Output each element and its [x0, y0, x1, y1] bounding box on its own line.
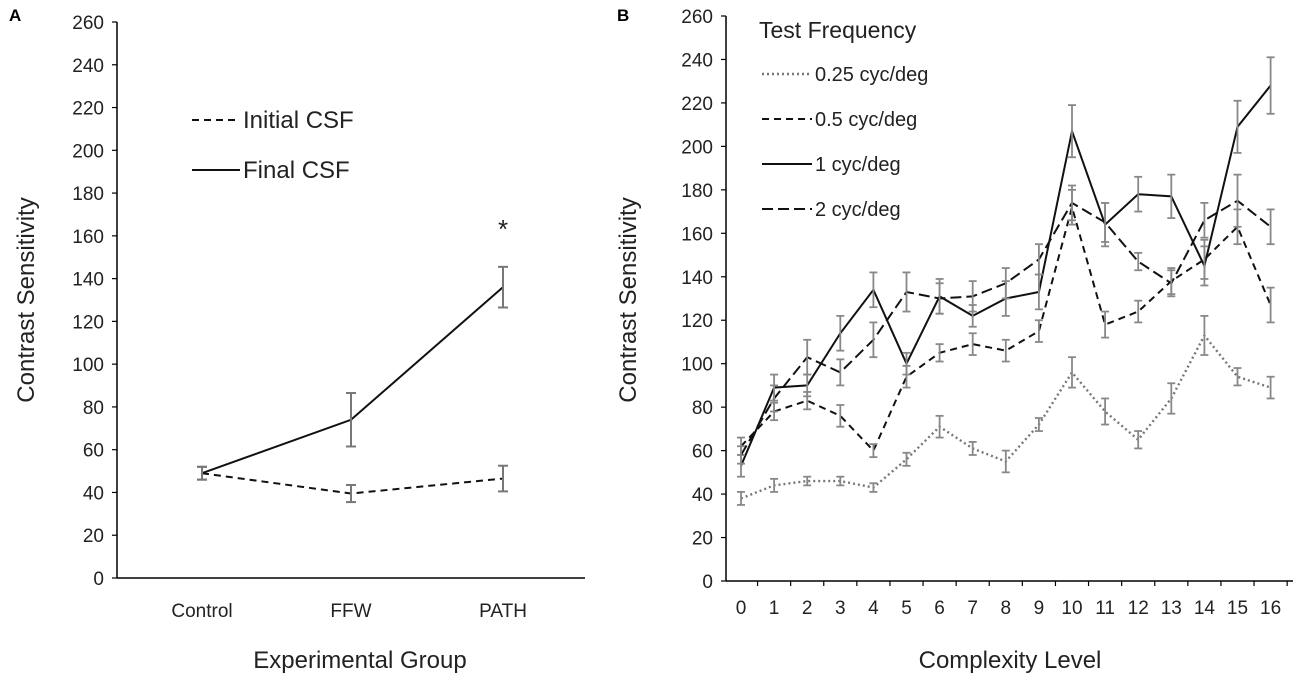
panel-b-x-tick-label: 10 — [1061, 598, 1082, 619]
legend-label: 0.25 cyc/deg — [815, 64, 928, 86]
series-line — [201, 286, 504, 475]
legend-title: Test Frequency — [759, 17, 917, 43]
panel-a-y-tick-label: 200 — [72, 141, 104, 162]
panel-b-y-tick-label: 140 — [681, 268, 713, 289]
panel-b-label: B — [617, 6, 629, 25]
panel-b-y-tick-label: 200 — [681, 137, 713, 158]
panel-b-y-tick-label: 20 — [692, 529, 713, 550]
panel-b-x-tick-label: 9 — [1034, 598, 1045, 619]
legend-label: Initial CSF — [243, 107, 354, 134]
panel-a-y-tick-label: 220 — [72, 99, 104, 120]
panel-b-x-tick-label: 3 — [835, 598, 846, 619]
legend-label: Final CSF — [243, 157, 350, 184]
panel-a-y-tick-label: 80 — [83, 398, 104, 419]
panel-a-y-axis-title: Contrast Sensitivity — [13, 197, 40, 402]
panel-b-y-tick-label: 120 — [681, 311, 713, 332]
panel-b-x-tick-label: 2 — [802, 598, 813, 619]
panel-b-y-tick-label: 220 — [681, 94, 713, 115]
panel-a-y-tick-label: 240 — [72, 56, 104, 77]
legend-label: 2 cyc/deg — [815, 199, 901, 221]
significance-star: * — [498, 214, 508, 244]
panel-a-y-tick-label: 60 — [83, 441, 104, 462]
panel-b-y-tick-label: 260 — [681, 7, 713, 28]
panel-b-x-tick-label: 4 — [868, 598, 879, 619]
panel-b-x-tick-label: 12 — [1128, 598, 1149, 619]
panel-a-y-tick-label: 140 — [72, 270, 104, 291]
panel-b-legend: Test Frequency 0.25 cyc/deg 0.5 cyc/deg 1 c… — [759, 17, 928, 221]
legend-label: 1 cyc/deg — [815, 154, 901, 176]
panel-b-y-axis-title: Contrast Sensitivity — [615, 197, 642, 402]
panel-b-x-tick-label: 13 — [1161, 598, 1182, 619]
panel-b-x-tick-label: 16 — [1260, 598, 1281, 619]
panel-b-y-tick-label: 80 — [692, 398, 713, 419]
panel-b-y-tick-label: 180 — [681, 181, 713, 202]
panel-a-y-tick-label: 120 — [72, 312, 104, 333]
panel-b-y-tick-label: 0 — [702, 572, 713, 593]
panel-a-y-tick-label: 100 — [72, 355, 104, 376]
panel-b-x-tick-label: 5 — [901, 598, 912, 619]
panel-b-x-tick-label: 8 — [1001, 598, 1012, 619]
panel-a-y-tick-label: 0 — [93, 569, 104, 590]
panel-a-x-tick-label: PATH — [479, 601, 527, 622]
panel-a: 0 20 40 60 80 100 120 140 160 180 200 220 240 260 Con… — [13, 13, 585, 674]
legend-label: 0.5 cyc/deg — [815, 109, 917, 131]
panel-a-y-tick-label: 260 — [72, 13, 104, 34]
panel-a-y-tick-label: 160 — [72, 227, 104, 248]
panel-b-y-tick-label: 40 — [692, 485, 713, 506]
panel-a-y-tick-label: 20 — [83, 526, 104, 547]
panel-b-y-tick-label: 60 — [692, 442, 713, 463]
panel-a-y-tick-label: 180 — [72, 184, 104, 205]
panel-b-x-tick-label: 7 — [967, 598, 978, 619]
panel-b-x-tick-label: 15 — [1227, 598, 1248, 619]
panel-b-x-tick-label: 0 — [736, 598, 747, 619]
panel-a-x-tick-label: FFW — [330, 601, 371, 622]
panel-b-x-tick-label: 6 — [934, 598, 945, 619]
panel-a-y-tick-label: 40 — [83, 483, 104, 504]
panel-a-x-tick-label: Control — [171, 601, 232, 622]
panel-a-label: A — [9, 6, 21, 25]
panel-a-x-axis-title: Experimental Group — [253, 647, 466, 674]
panel-b-y-tick-label: 100 — [681, 355, 713, 376]
series-line — [201, 472, 504, 495]
panel-b-x-axis-title: Complexity Level — [919, 647, 1102, 674]
panel-b-x-tick-label: 14 — [1194, 598, 1216, 619]
panel-b-x-tick-label: 1 — [769, 598, 780, 619]
panel-b-x-tick-label: 11 — [1095, 598, 1115, 619]
panel-a-legend: Initial CSF Final CSF — [192, 107, 354, 184]
panel-b-y-tick-label: 240 — [681, 50, 713, 71]
panel-b-y-tick-label: 160 — [681, 224, 713, 245]
